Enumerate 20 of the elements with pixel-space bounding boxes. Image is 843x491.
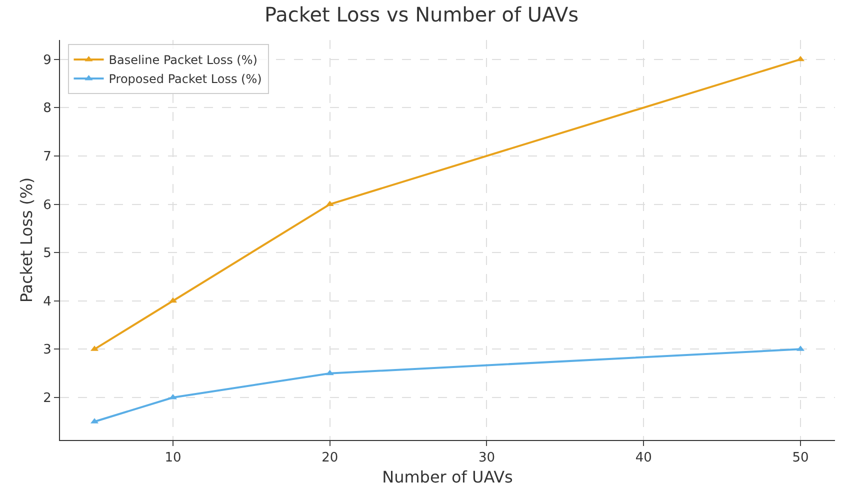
y-tick-label: 9 xyxy=(43,52,52,68)
legend-label: Proposed Packet Loss (%) xyxy=(108,72,262,86)
y-tick-label: 5 xyxy=(43,246,52,262)
y-tick-label: 2 xyxy=(43,391,52,406)
x-tick-label: 30 xyxy=(478,450,495,466)
y-tick-label: 7 xyxy=(43,149,52,164)
x-tick-label: 10 xyxy=(164,450,182,466)
point xyxy=(168,297,177,303)
y-tick-label: 4 xyxy=(43,294,52,310)
x-axis-title: Number of UAVs xyxy=(382,467,513,486)
y-tick-label: 3 xyxy=(43,342,52,358)
chart-title: Packet Loss vs Number of UAVs xyxy=(264,2,579,26)
y-tick-label: 6 xyxy=(43,198,52,213)
legend-label: Baseline Packet Loss (%) xyxy=(108,53,258,68)
y-axis-title: Packet Loss (%) xyxy=(17,177,36,303)
x-tick-label: 20 xyxy=(322,450,338,466)
point xyxy=(326,370,334,376)
y-tick-label: 8 xyxy=(43,101,52,116)
x-tick-label: 50 xyxy=(792,450,809,466)
x-tick-label: 40 xyxy=(635,450,652,466)
